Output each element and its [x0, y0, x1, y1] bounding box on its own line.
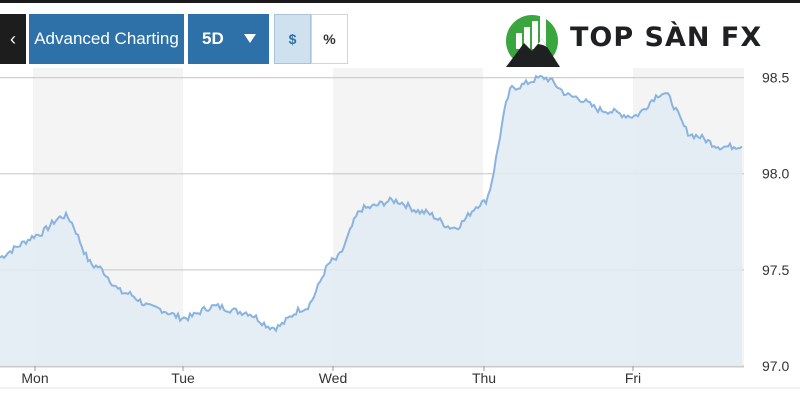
chevron-left-icon: ‹ — [10, 28, 16, 49]
mountain-bars-logo-icon — [506, 15, 560, 67]
x-tick-label: Mon — [21, 370, 48, 386]
dollar-toggle[interactable]: $ — [274, 14, 311, 64]
percent-toggle[interactable]: % — [311, 14, 348, 64]
y-tick-label: 97.0 — [762, 358, 789, 374]
logo-text: TOP SÀN FX — [570, 22, 763, 53]
y-tick-label: 98.5 — [762, 70, 789, 86]
y-tick-label: 98.0 — [762, 166, 789, 182]
percent-label: % — [323, 31, 336, 47]
back-button[interactable]: ‹ — [0, 14, 26, 64]
x-tick-label: Wed — [319, 370, 348, 386]
x-tick-label: Tue — [171, 370, 195, 386]
caret-down-icon — [244, 34, 256, 43]
period-value: 5D — [202, 29, 224, 48]
price-area — [0, 76, 742, 366]
period-dropdown[interactable]: 5D — [188, 14, 269, 64]
x-tick-label: Fri — [625, 370, 641, 386]
logo: TOP SÀN FX — [502, 9, 764, 69]
x-axis: Mon Tue Wed Thu Fri — [21, 366, 641, 386]
y-tick-label: 97.5 — [762, 262, 789, 278]
x-tick-label: Thu — [472, 370, 496, 386]
dollar-label: $ — [288, 31, 297, 47]
y-axis: 98.5 98.0 97.5 97.0 — [762, 70, 789, 374]
top-border — [0, 0, 800, 3]
price-line — [0, 74, 743, 333]
advanced-charting-label: Advanced Charting — [34, 29, 179, 48]
advanced-charting-button[interactable]: Advanced Charting — [29, 14, 184, 64]
